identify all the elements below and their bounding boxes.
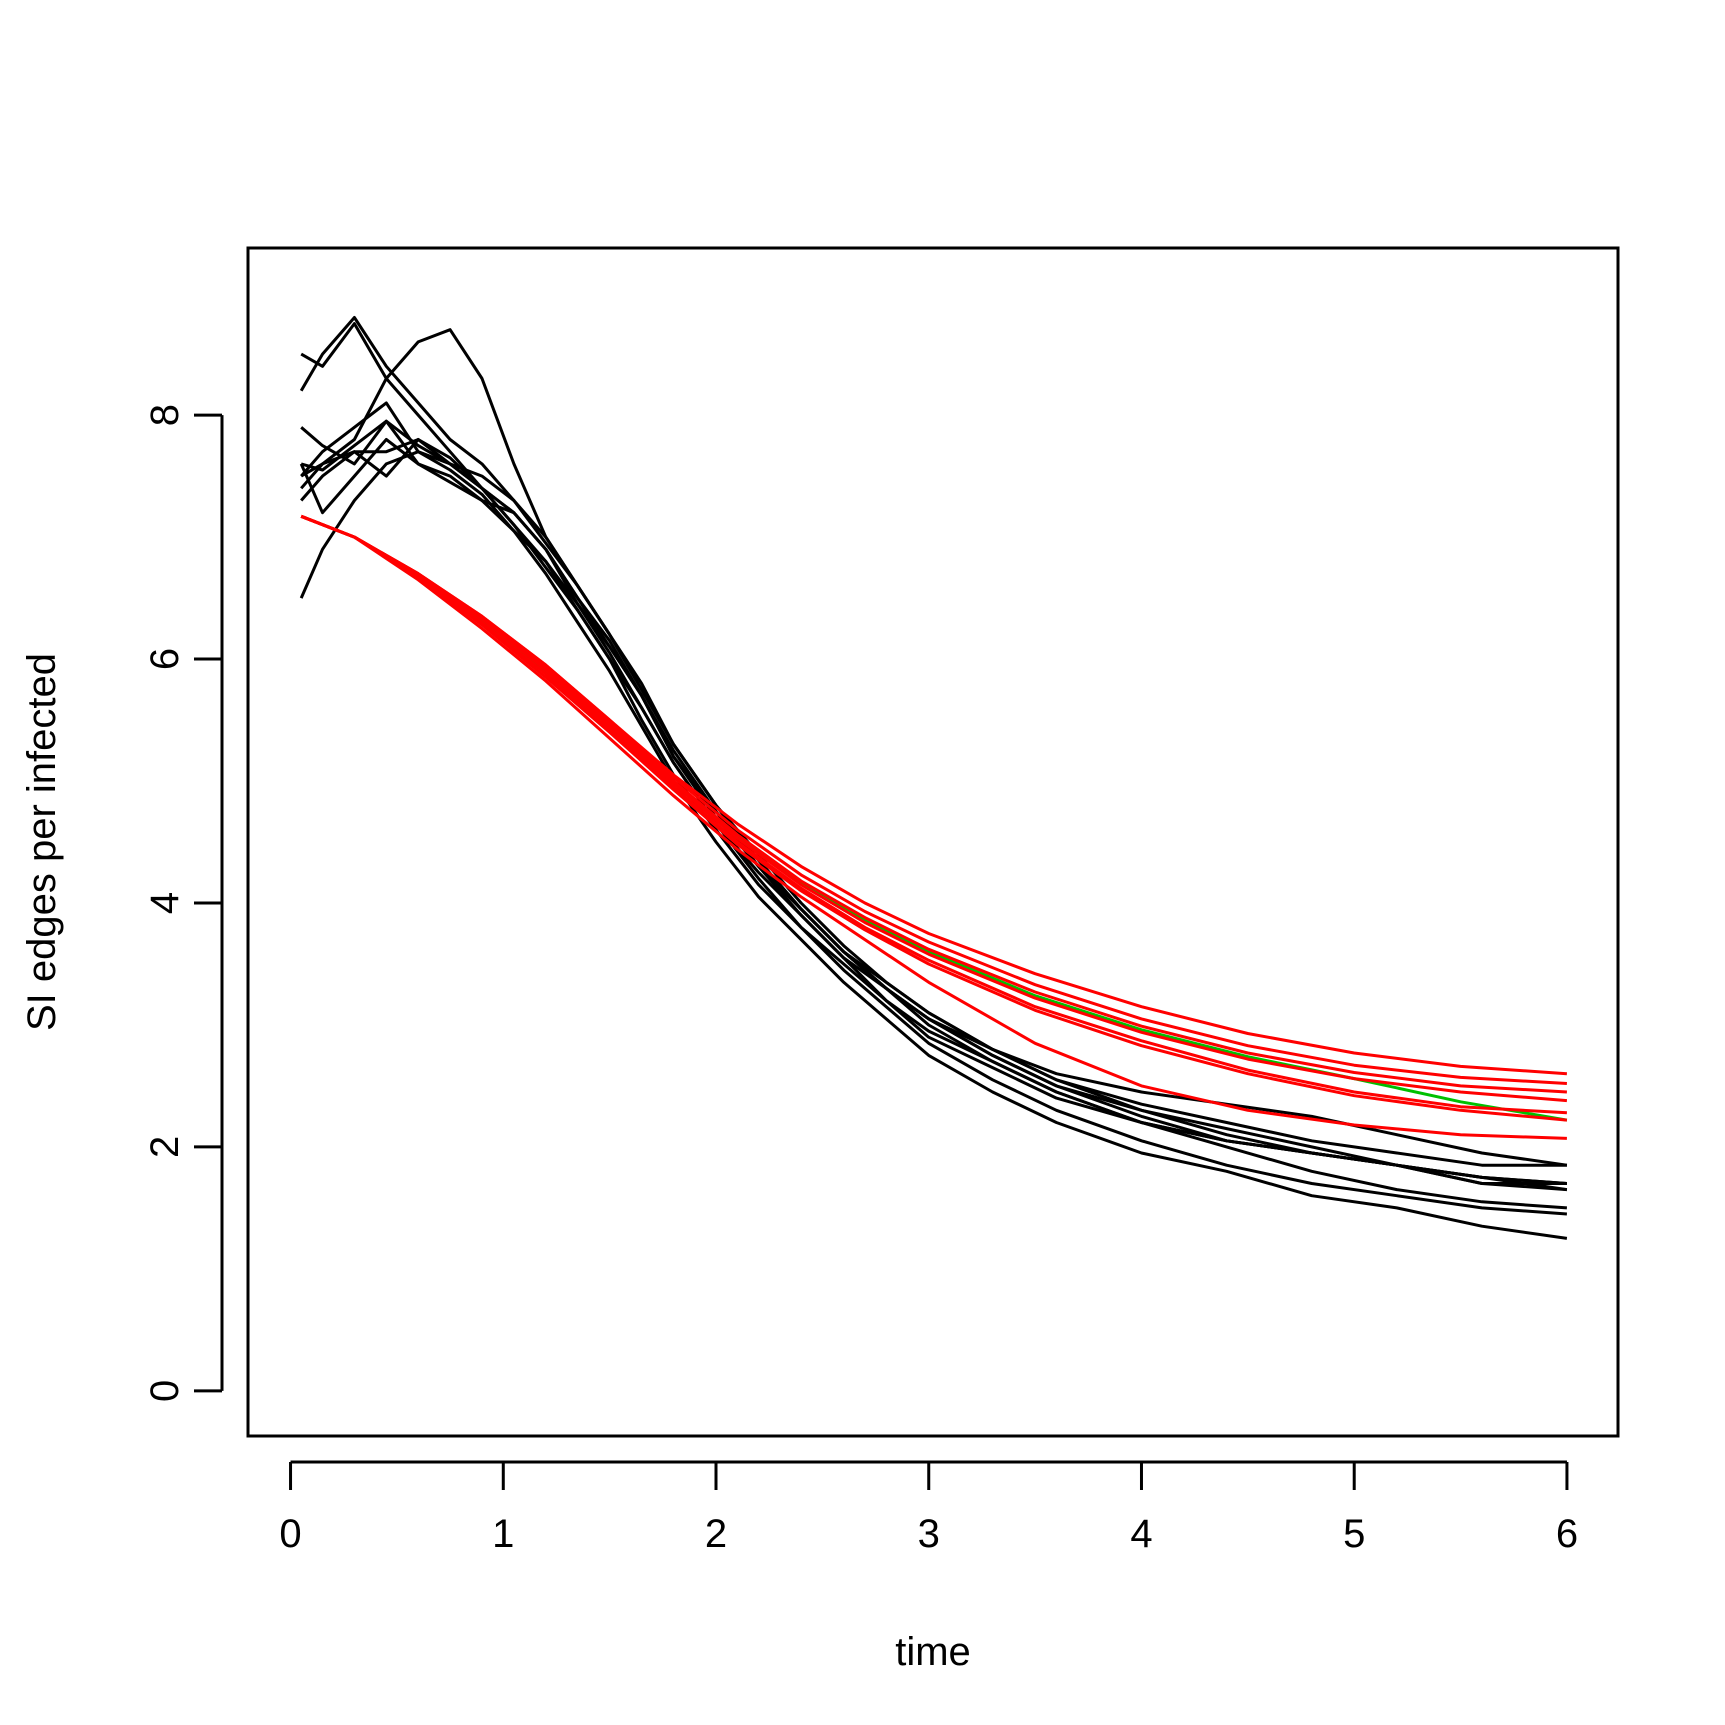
model-curve-line xyxy=(300,514,1568,1122)
model-curve-line xyxy=(300,514,1567,1140)
x-tick-label: 5 xyxy=(1343,1512,1365,1556)
plot-frame xyxy=(246,246,1620,1438)
x-axis: 0 1 2 3 4 5 6 xyxy=(279,1460,1578,1556)
model-curve-line xyxy=(300,514,1568,1103)
x-tick-label: 3 xyxy=(918,1512,940,1556)
y-axis: 0 2 4 6 8 xyxy=(143,404,224,1402)
x-axis-title: time xyxy=(895,1630,971,1674)
y-tick-label: 0 xyxy=(143,1380,187,1402)
x-tick-label: 1 xyxy=(492,1512,514,1556)
y-axis-title: SI edges per infected xyxy=(20,653,64,1031)
x-tick-label: 4 xyxy=(1130,1512,1152,1556)
y-tick-label: 8 xyxy=(143,404,187,426)
simulation-run-line xyxy=(300,328,1568,1192)
x-tick-label: 6 xyxy=(1556,1512,1578,1556)
y-tick-label: 6 xyxy=(143,648,187,670)
x-tick-label: 2 xyxy=(705,1512,727,1556)
series-layer xyxy=(299,316,1568,1240)
x-tick-label: 0 xyxy=(279,1512,301,1556)
y-tick-label: 2 xyxy=(143,1136,187,1158)
simulation-run-line xyxy=(299,450,1568,1240)
model-curve-line xyxy=(300,514,1567,1115)
y-tick-label: 4 xyxy=(143,892,187,914)
